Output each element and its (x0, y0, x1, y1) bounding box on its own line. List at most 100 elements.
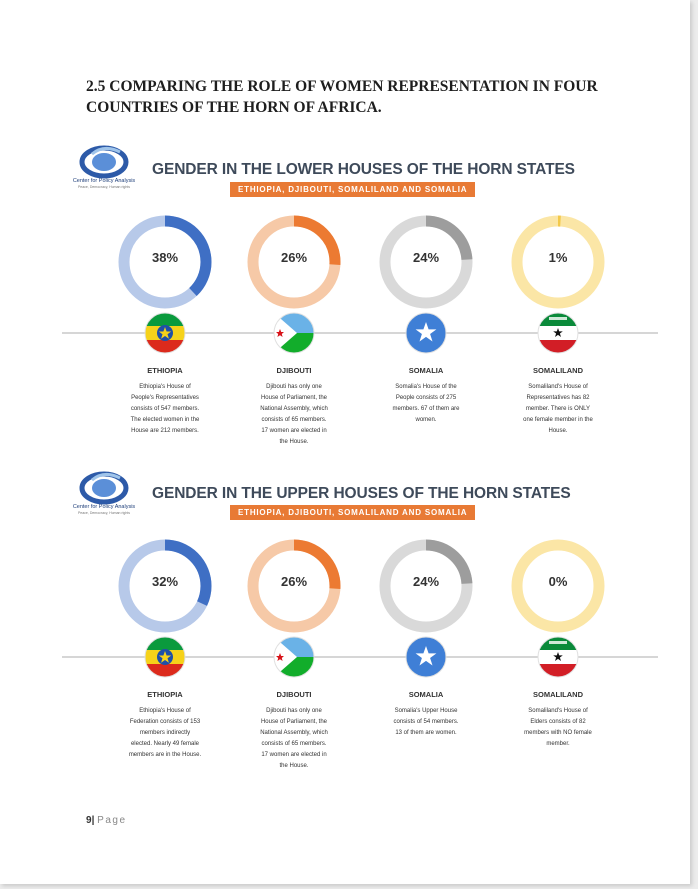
country-name: ETHIOPIA (147, 366, 183, 375)
description-line: People consists of 275 (395, 395, 457, 401)
page-word: Page (97, 815, 127, 826)
description-line: consists of 65 members. (261, 417, 327, 423)
donut-value-arc (118, 215, 212, 309)
section-title: GENDER IN THE LOWER HOUSES OF THE HORN S… (152, 161, 575, 178)
description-line: members are in the House. (128, 752, 202, 758)
section-heading: 2.5 COMPARING THE ROLE OF WOMEN REPRESEN… (86, 78, 598, 116)
description-line: 13 of them are women. (395, 730, 457, 736)
donut-track (511, 539, 605, 633)
description-line: House of Parliament, the (260, 395, 328, 401)
percentage-label: 24% (412, 250, 440, 265)
country-description: Djibouti has only one House of Parliament… (229, 706, 359, 772)
cpa-logo: Center for Policy Analysis Peace, Democr… (64, 144, 144, 204)
description-line: member. (546, 741, 570, 747)
country-name: SOMALILAND (533, 366, 583, 375)
description-line: Somaliland's House of (528, 708, 588, 714)
description-line: member. There is ONLY (525, 406, 591, 412)
donut-value-arc (379, 215, 473, 309)
percentage-donut: 26% (244, 536, 344, 636)
description-line: Somalia's House of the (395, 384, 457, 390)
section-title: GENDER IN THE UPPER HOUSES OF THE HORN S… (152, 485, 571, 502)
percentage-label: 24% (412, 574, 440, 589)
percentage-donut: 24% (376, 536, 476, 636)
divider-line (62, 656, 658, 658)
ethiopia-flag-icon (144, 636, 186, 678)
logo-tagline: Peace, Democracy, Human rights (77, 511, 131, 515)
donut-value-arc (379, 539, 473, 633)
percentage-label: 32% (151, 574, 179, 589)
country-description: Djibouti has only one House of Parliament… (229, 382, 359, 448)
djibouti-flag-icon (273, 312, 315, 354)
description-line: the House. (279, 439, 309, 445)
percentage-label: 0% (548, 574, 568, 589)
country-description: Ethiopia's House of People's Representati… (100, 382, 230, 437)
description-line: the House. (279, 763, 309, 769)
description-line: Ethiopia's House of (139, 384, 191, 390)
description-line: consists of 54 members. (393, 719, 459, 725)
description-line: Djibouti has only one (266, 708, 322, 714)
donut-value-arc (118, 539, 212, 633)
percentage-donut: 1% (508, 212, 608, 312)
globe-icon (79, 471, 129, 505)
djibouti-flag-icon (273, 636, 315, 678)
description-line: consists of 65 members. (261, 741, 327, 747)
description-line: elected. Nearly 49 female (130, 741, 200, 747)
percentage-donut: 38% (115, 212, 215, 312)
country-name: SOMALIA (408, 366, 444, 375)
somalia-flag-icon (405, 636, 447, 678)
description-line: 17 women are elected in (261, 428, 327, 434)
percentage-donut: 24% (376, 212, 476, 312)
section-subtitle-banner: ETHIOPIA, DJIBOUTI, SOMALILAND AND SOMAL… (230, 182, 476, 197)
percentage-donut: 26% (244, 212, 344, 312)
country-description: Somalia's Upper House consists of 54 memb… (361, 706, 491, 739)
country-description: Ethiopia's House of Federation consists o… (100, 706, 230, 761)
country-name: DJIBOUTI (276, 690, 312, 699)
country-description: Somalia's House of the People consists of… (361, 382, 491, 426)
description-line: 17 women are elected in (261, 752, 327, 758)
description-line: National Assembly, which (260, 406, 328, 412)
description-line: The elected women in the (130, 417, 200, 423)
country-name: SOMALILAND (533, 690, 583, 699)
logo-name: Center for Policy Analysis (72, 178, 136, 184)
description-line: National Assembly, which (260, 730, 328, 736)
globe-icon (79, 145, 129, 179)
description-line: Elders consists of 82 (530, 719, 586, 725)
description-line: House of Parliament, the (260, 719, 328, 725)
description-line: consists of 547 members. (130, 406, 200, 412)
donut-value-arc (247, 215, 341, 309)
somalia-flag-icon (405, 312, 447, 354)
country-name: SOMALIA (408, 690, 444, 699)
description-line: Federation consists of 153 (129, 719, 201, 725)
somaliland-flag-icon (537, 636, 579, 678)
page-number: 9 (86, 815, 92, 826)
description-line: women. (415, 417, 437, 423)
description-line: House. (548, 428, 568, 434)
description-line: members indirectly (139, 730, 191, 736)
description-line: members. 67 of them are (392, 406, 460, 412)
somaliland-flag-icon (537, 312, 579, 354)
percentage-donut: 32% (115, 536, 215, 636)
percentage-label: 1% (548, 250, 568, 265)
country-description: Somaliland's House of Representatives has… (493, 382, 623, 437)
ethiopia-flag-icon (144, 312, 186, 354)
description-line: Ethiopia's House of (139, 708, 191, 714)
page-footer: 9| Page (86, 815, 127, 826)
description-line: Somalia's Upper House (394, 708, 458, 714)
description-line: Representatives has 82 (526, 395, 590, 401)
description-line: one female member in the (523, 417, 593, 423)
percentage-label: 26% (280, 250, 308, 265)
donut-value-arc (511, 215, 605, 309)
section-subtitle-banner: ETHIOPIA, DJIBOUTI, SOMALILAND AND SOMAL… (230, 505, 476, 520)
description-line: Somaliland's House of (528, 384, 588, 390)
cpa-logo: Center for Policy Analysis Peace, Democr… (64, 470, 144, 530)
description-line: People's Representatives (131, 395, 199, 401)
page-separator: | (91, 815, 95, 826)
description-line: House are 212 members. (131, 428, 199, 434)
percentage-donut: 0% (508, 536, 608, 636)
description-line: members with NO female (524, 730, 592, 736)
logo-tagline: Peace, Democracy, Human rights (77, 185, 131, 189)
country-name: DJIBOUTI (276, 366, 312, 375)
country-name: ETHIOPIA (147, 690, 183, 699)
logo-name: Center for Policy Analysis (72, 504, 136, 510)
